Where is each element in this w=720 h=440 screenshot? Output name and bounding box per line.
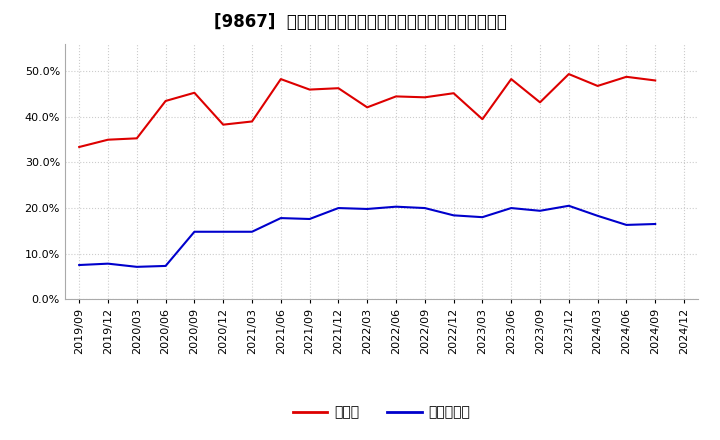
有利子負債 [478,215,487,220]
現頲金 [248,119,256,124]
現頲金 [190,90,199,95]
現頲金 [449,91,458,96]
現頲金 [219,122,228,127]
有利子負債 [593,213,602,218]
現頲金 [392,94,400,99]
現頲金 [276,77,285,82]
現頲金 [478,117,487,122]
有利子負債 [75,262,84,268]
有利子負債 [190,229,199,235]
有利子負債 [507,205,516,211]
有利子負債 [334,205,343,211]
現頲金 [651,78,660,83]
現頲金 [334,85,343,91]
現頲金 [363,105,372,110]
現頲金 [305,87,314,92]
現頲金 [564,71,573,77]
Text: [9867]  現頲金、有利子負債の総資産に対する比率の推移: [9867] 現頲金、有利子負債の総資産に対する比率の推移 [214,13,506,31]
Line: 有利子負債: 有利子負債 [79,206,655,267]
現頲金 [75,144,84,150]
現頲金 [104,137,112,143]
有利子負債 [622,222,631,227]
現頲金 [420,95,429,100]
有利子負債 [420,205,429,211]
有利子負債 [104,261,112,266]
有利子負債 [132,264,141,269]
有利子負債 [305,216,314,222]
現頲金 [622,74,631,80]
現頲金 [161,98,170,103]
現頲金 [593,83,602,88]
有利子負債 [363,206,372,212]
有利子負債 [392,204,400,209]
現頲金 [536,100,544,105]
有利子負債 [161,263,170,268]
Line: 現頲金: 現頲金 [79,74,655,147]
有利子負債 [248,229,256,235]
有利子負債 [449,213,458,218]
有利子負債 [219,229,228,235]
Legend: 現頲金, 有利子負債: 現頲金, 有利子負債 [287,400,476,425]
有利子負債 [651,221,660,227]
有利子負債 [276,216,285,221]
有利子負債 [536,208,544,213]
現頲金 [132,136,141,141]
有利子負債 [564,203,573,209]
現頲金 [507,77,516,82]
